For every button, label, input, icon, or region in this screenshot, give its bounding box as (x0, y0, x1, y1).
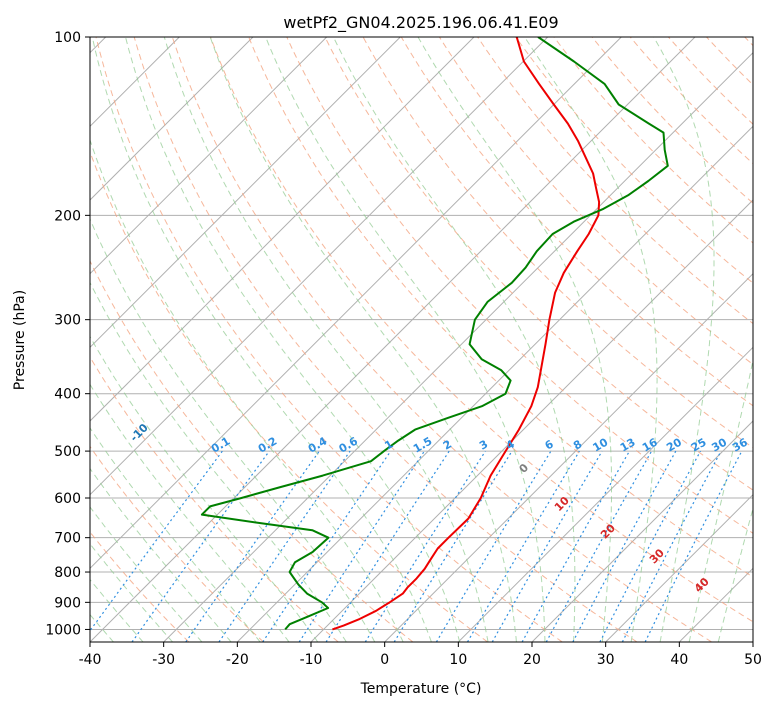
y-tick-label: 300 (54, 313, 81, 329)
temperature-line (332, 37, 601, 631)
axis-ticks: -40 -30 -20 -10 0 10 20 30 40 50 100 200 300 400 500 60… (45, 30, 762, 668)
x-axis-label: Temperature (°C) (360, 681, 482, 697)
y-tick-label: 1000 (45, 622, 81, 638)
mixing-ratio-line (90, 450, 223, 632)
y-axis-label: Pressure (hPa) (12, 290, 28, 390)
dry-adiabat (248, 37, 753, 578)
x-tick-label: 40 (670, 652, 688, 668)
isotherm (90, 37, 475, 422)
moist-adiabat (653, 37, 715, 642)
isotherm (236, 125, 753, 642)
dry-adiabat (515, 37, 753, 284)
moist-adiabat (332, 37, 576, 642)
x-tick-label: -30 (152, 652, 175, 668)
x-tick-label: -10 (300, 652, 323, 668)
moist-adiabat (90, 335, 319, 642)
moist-adiabat (209, 37, 517, 642)
dry-adiabat (90, 445, 264, 642)
moist-adiabat (90, 578, 144, 642)
x-tick-label: 0 (380, 652, 389, 668)
y-tick-label: 100 (54, 30, 81, 46)
mixing-ratio-line (325, 450, 450, 642)
isotherm (384, 272, 753, 642)
moist-adiabat (524, 37, 658, 642)
isotherm (90, 37, 696, 642)
y-tick-label: 800 (54, 565, 81, 581)
mixing-ratio-line (131, 450, 270, 642)
isotherm (90, 37, 549, 496)
dry-adiabat (286, 37, 753, 534)
dry-adiabat (90, 259, 414, 642)
x-tick-label: -40 (79, 652, 102, 668)
moist-adiabat (90, 138, 404, 642)
y-tick-label: 700 (54, 531, 81, 547)
mixing-ratio-line (364, 450, 486, 642)
y-tick-label: 400 (54, 387, 81, 403)
moist-adiabat (90, 383, 290, 642)
y-tick-label: 200 (54, 208, 81, 224)
y-tick-label: 600 (54, 491, 81, 507)
mixing-ratio-line (298, 450, 425, 642)
isotherm (90, 37, 328, 275)
isotherm (457, 346, 753, 642)
moist-adiabat (163, 37, 489, 642)
chart-title: wetPf2_GN04.2025.196.06.41.E09 (283, 13, 558, 33)
isotherm (163, 51, 753, 642)
mixing-ratio-line (644, 450, 743, 642)
background-guide-lines (90, 37, 753, 642)
moist-adiabat (717, 506, 753, 642)
moist-adiabat (90, 542, 173, 642)
mixing-ratio-line (521, 450, 631, 642)
mixing-ratio-line (545, 450, 653, 642)
moist-adiabat (417, 37, 612, 642)
mixing-ratio-line (572, 450, 677, 642)
moist-adiabat (90, 427, 261, 642)
moist-adiabat (125, 37, 461, 642)
x-tick-label: -20 (226, 652, 249, 668)
moist-adiabat (90, 217, 376, 642)
mixing-ratio-line (466, 450, 580, 642)
profile-series (200, 37, 669, 631)
dry-adiabat (324, 37, 753, 491)
y-tick-label: 900 (54, 595, 81, 611)
moist-adiabat (90, 467, 232, 642)
isotherm (90, 37, 622, 570)
moist-adiabat (688, 358, 753, 642)
x-tick-label: 50 (744, 652, 762, 668)
moist-adiabat (90, 506, 203, 642)
x-tick-label: 10 (449, 652, 467, 668)
y-tick-label: 500 (54, 444, 81, 460)
dry-adiabat (210, 37, 753, 623)
plot-frame (89, 36, 754, 643)
mixing-ratio-line (185, 450, 320, 642)
isotherm (605, 493, 753, 642)
dewpoint-line (200, 37, 669, 631)
x-tick-label: 30 (597, 652, 615, 668)
mixing-ratio-line (393, 450, 513, 642)
dry-adiabat (95, 37, 563, 642)
dry-adiabat (171, 37, 712, 642)
moist-adiabat (91, 37, 432, 642)
moist-adiabat (265, 37, 546, 642)
mixing-ratio-line (435, 450, 552, 642)
mixing-ratio-line (491, 450, 603, 642)
isotherm (90, 37, 254, 201)
x-tick-label: 20 (523, 652, 541, 668)
isotherm (90, 37, 401, 349)
mixing-ratio-line (599, 450, 702, 642)
isotherm (531, 420, 753, 642)
mixing-ratio-line (621, 450, 722, 642)
